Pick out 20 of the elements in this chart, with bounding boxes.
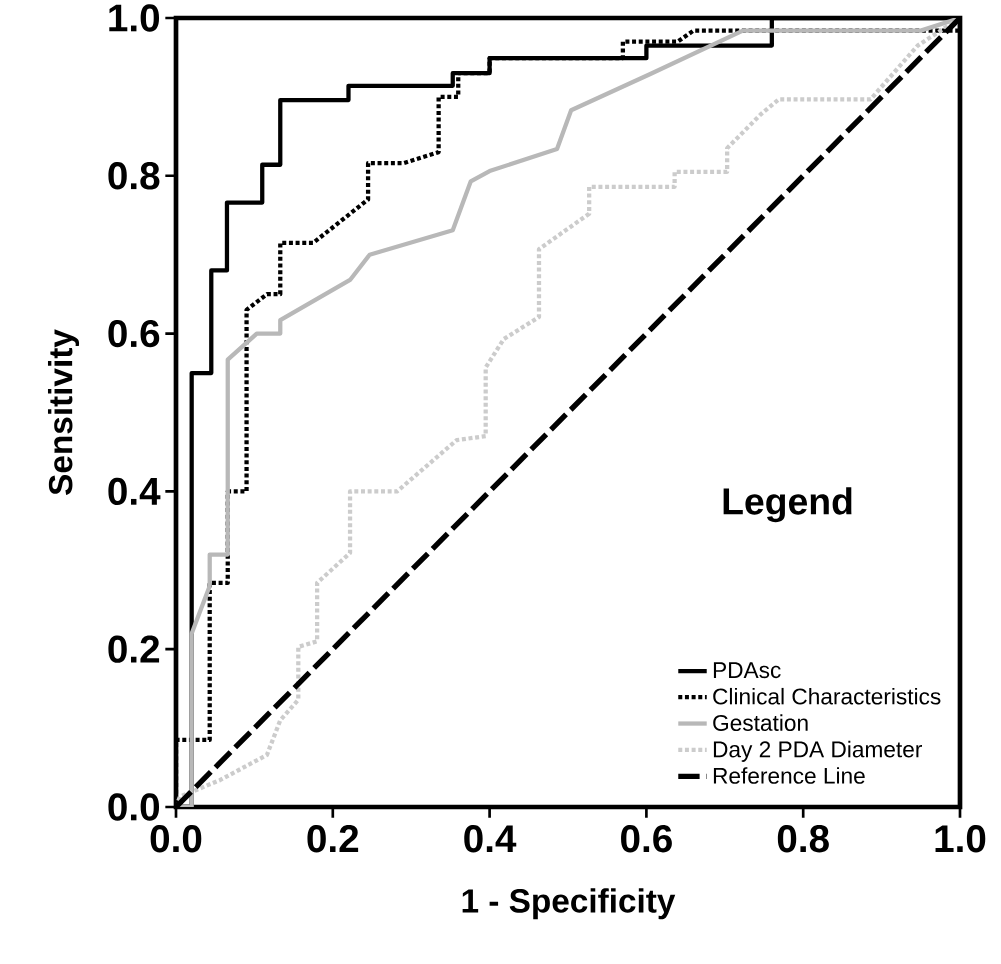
legend-label: Day 2 PDA Diameter [713, 740, 923, 762]
y-tick-label: 0.0 [108, 793, 160, 821]
x-axis-title: 1 - Specificity [462, 888, 676, 920]
legend-label: Gestation [713, 714, 808, 731]
y-tick-label: 0.2 [108, 635, 160, 663]
x-tick-label: 0.6 [621, 825, 672, 853]
x-tick-label: 0.8 [777, 825, 829, 853]
legend-label: Clinical Characteristics [713, 687, 941, 705]
legend-label: Reference Line [713, 767, 865, 784]
x-tick-label: 0.2 [307, 825, 359, 853]
y-tick-label: 1.0 [109, 4, 160, 32]
y-tick-label: 0.6 [108, 319, 160, 348]
x-tick-label: 0.0 [150, 825, 202, 853]
x-tick-label: 1.0 [935, 825, 986, 853]
legend-label: PDAsc [713, 662, 781, 679]
y-tick-label: 0.8 [108, 162, 160, 190]
y-axis-title: Sensitivity [47, 329, 80, 495]
x-tick-label: 0.4 [464, 825, 517, 853]
legend-title: Legend [723, 487, 852, 523]
y-tick-label: 0.4 [108, 477, 161, 506]
